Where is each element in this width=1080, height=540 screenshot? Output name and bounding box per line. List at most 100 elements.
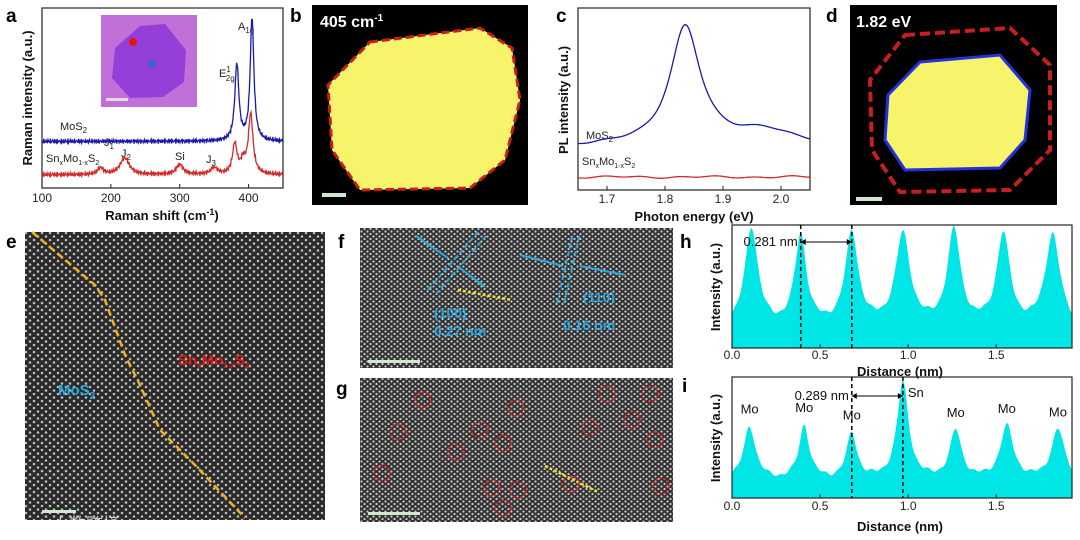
- series-line-1: [41, 109, 284, 179]
- sn-atom-circle: [641, 385, 659, 403]
- j2-label: J2: [121, 148, 132, 162]
- panel-label-b: b: [290, 6, 302, 27]
- sn-atom-circle: [471, 421, 489, 439]
- x-axis-label: Distance (nm): [857, 519, 943, 534]
- map-title: 1.82 eV: [856, 14, 911, 31]
- pl-map-182: 1.82 eV: [850, 5, 1057, 205]
- x-tick-label: 2.0: [773, 192, 790, 206]
- sn-atom-circle: [562, 475, 580, 493]
- panel-label-h: h: [680, 232, 692, 253]
- y-axis-label: Intensity (a.u.): [708, 394, 723, 482]
- spacing-027-label: 0.27 nm: [434, 323, 486, 339]
- x-tick-label: 1.8: [657, 192, 674, 206]
- atom-label: Mo: [1049, 404, 1067, 419]
- panel-label-g: g: [336, 379, 348, 400]
- lattice-plane-arrows: [415, 231, 626, 304]
- panel-label-e: e: [6, 232, 17, 253]
- atom-label: Mo: [947, 405, 965, 420]
- x-tick-label: 0.5: [812, 348, 829, 362]
- plot-frame: [731, 376, 1073, 499]
- e2g-label: E1 2g: [219, 65, 235, 83]
- atom-label: Mo: [843, 408, 861, 423]
- snmos2-label: SnxMo1-xS2: [46, 153, 99, 167]
- sn-atom-circle: [373, 464, 391, 482]
- profile-chart-h: Distance (nm) Intensity (a.u.) 0.0 0.5 1.0…: [708, 224, 1073, 379]
- atom-label: Mo: [998, 401, 1016, 416]
- snmos2-label: SnxMo1-xS2: [582, 156, 635, 170]
- x-tick-label: 0.0: [724, 499, 741, 513]
- x-tick-label: 300: [170, 191, 190, 205]
- atom-label: Mo: [741, 401, 759, 416]
- plane-110-label: (110): [583, 289, 615, 305]
- x-tick-label: 1.0: [900, 348, 917, 362]
- red-spot: [129, 38, 137, 46]
- raman-map-405: 405 cm-1: [312, 5, 528, 205]
- sn-atom-circle: [483, 479, 501, 497]
- scale-bar: [368, 360, 420, 363]
- panel-label-a: a: [6, 6, 17, 27]
- panel-label-f: f: [338, 232, 345, 253]
- sn-atom-circle: [447, 443, 465, 461]
- y-axis-label: Intensity (a.u.): [708, 243, 723, 331]
- watermark: 大数跨境: [52, 515, 120, 534]
- sn-atom-circle: [494, 499, 512, 517]
- x-tick-label: 200: [101, 191, 121, 205]
- j1-label: J1: [104, 137, 115, 151]
- profile-chart-i: Distance (nm) Intensity (a.u.) 0.0 0.5 1.0…: [708, 376, 1073, 534]
- x-tick-label: 1.9: [715, 192, 732, 206]
- optical-inset: [101, 15, 197, 107]
- stem-image-lattice: (100) 0.27 nm (110) 0.16 nm: [360, 228, 673, 368]
- sn-atom-circle: [581, 419, 599, 437]
- x-axis-label: Photon energy (eV): [634, 209, 753, 224]
- mos2-region-label: MoS2: [58, 382, 96, 402]
- stem-image-boundary: MoS2 SnxMo1-xS2 大数跨境: [25, 231, 325, 534]
- scale-bar: [368, 512, 420, 515]
- scale-bar: [856, 197, 882, 201]
- x-tick-label: 1.7: [599, 192, 616, 206]
- sn-atom-circle: [509, 481, 527, 499]
- atom-label: Mo: [795, 400, 813, 415]
- sn-atom-circle: [389, 423, 407, 441]
- profile-area: [732, 225, 1072, 348]
- scale-bar: [106, 98, 128, 101]
- si-label: Si: [175, 151, 185, 163]
- sn-atom-circle: [652, 477, 670, 495]
- sn-atom-circle: [414, 391, 432, 409]
- map-title: 405 cm-1: [320, 13, 384, 31]
- spacing-label: 0.289 nm: [795, 388, 849, 403]
- sn-atom-circle: [646, 431, 664, 449]
- blue-spot: [148, 60, 156, 68]
- atom-label: Sn: [908, 385, 924, 400]
- plot-frame: [577, 7, 811, 191]
- flake-map: [326, 26, 522, 192]
- series-line-0: [41, 18, 284, 146]
- series-line-1: [577, 175, 810, 179]
- sn-atom-circle: [494, 434, 512, 452]
- x-tick-label: 0.5: [812, 499, 829, 513]
- x-tick-label: 1.5: [988, 348, 1005, 362]
- line-profile-path: [457, 288, 513, 302]
- panel-label-c: c: [556, 6, 567, 27]
- pl-chart: MoS2 SnxMo1-xS2 Photon energy (eV) PL in…: [556, 7, 811, 224]
- plot-frame: [41, 7, 284, 189]
- arrow-head: [851, 393, 857, 399]
- profile-area: [732, 380, 1072, 498]
- outer-outline: [867, 25, 1052, 195]
- series-line-0: [578, 24, 811, 145]
- spacing-016-label: 0.16 nm: [563, 317, 615, 333]
- arrow-head: [897, 393, 903, 399]
- j3-label: J3: [206, 154, 217, 168]
- mos2-label: MoS2: [60, 121, 88, 135]
- stem-image-sn-dopants: [360, 378, 673, 522]
- flake-map: [883, 53, 1032, 172]
- panel-label-i: i: [682, 376, 687, 397]
- sn-atom-circle: [598, 385, 616, 403]
- spacing-label: 0.281 nm: [744, 234, 798, 249]
- y-axis-label: Raman intensity (a.u.): [20, 30, 35, 165]
- x-tick-label: 100: [32, 191, 52, 205]
- x-axis-label: Distance (nm): [857, 364, 943, 379]
- sn-atom-circle: [623, 411, 641, 429]
- x-tick-label: 0.0: [724, 348, 741, 362]
- x-tick-label: 1.5: [988, 499, 1005, 513]
